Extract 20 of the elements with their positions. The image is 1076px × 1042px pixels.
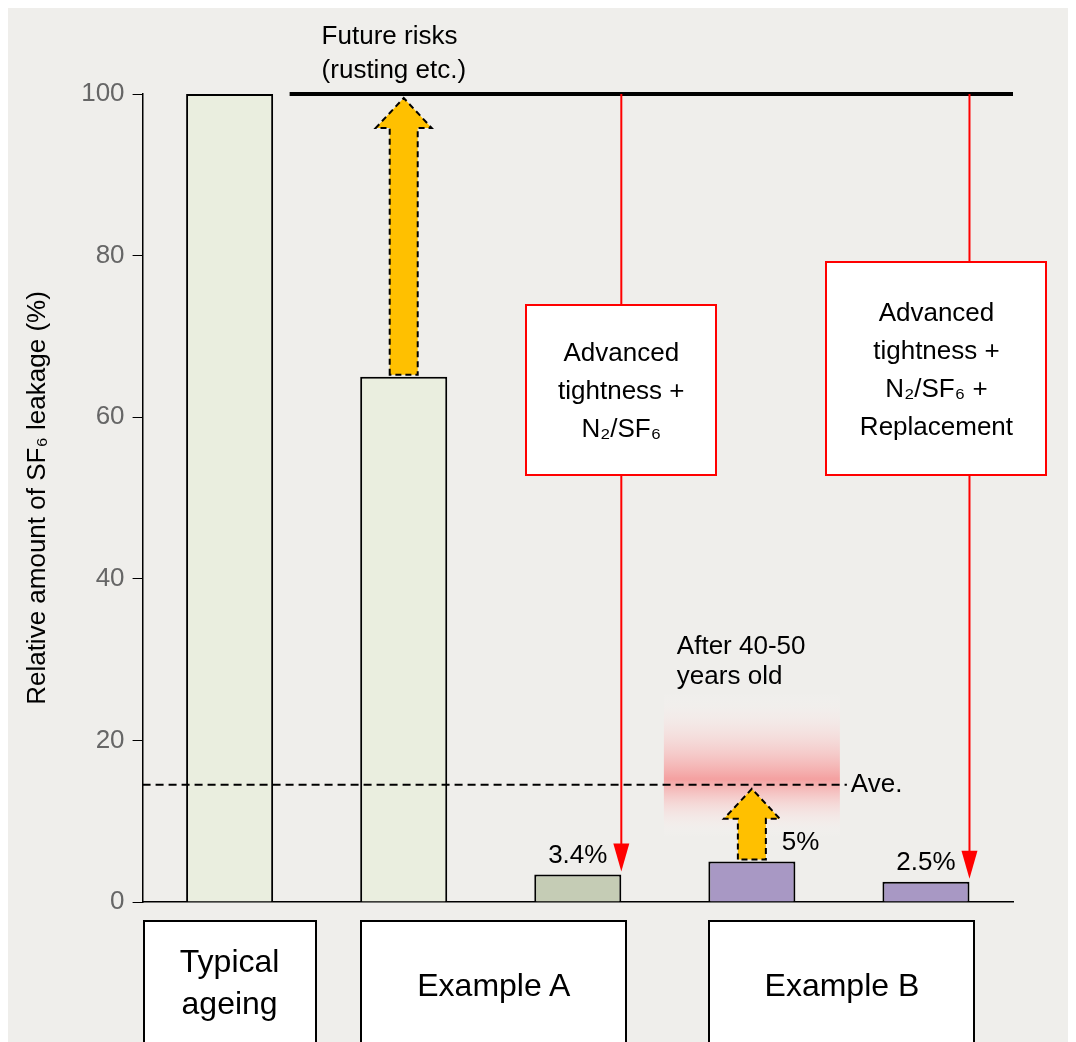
ref-line-label: Ave. <box>850 768 903 799</box>
annotation: Advanced tightness + N₂/SF₆ <box>557 336 686 446</box>
y-tick-label: 20 <box>95 723 125 754</box>
ref-line-label: Future risks (rusting etc.) <box>321 20 467 84</box>
data-label: 3.4% <box>548 838 608 869</box>
y-tick-label: 100 <box>81 77 125 108</box>
label-box: Example A <box>360 920 628 1042</box>
label-box: Typical ageing <box>142 920 317 1042</box>
y-tick-label: 60 <box>95 400 125 431</box>
y-axis-title: Relative amount of SF₆ leakage (%) <box>20 291 51 705</box>
label-box: Example B <box>708 920 976 1042</box>
y-tick-label: 40 <box>95 561 125 592</box>
annotation: Advanced tightness + N₂/SF₆ + Replacement <box>858 295 1015 443</box>
data-label: 5% <box>781 825 820 856</box>
callout-box: Advanced tightness + N₂/SF₆ <box>525 304 718 477</box>
y-tick-label: 80 <box>95 238 125 269</box>
y-tick-label: 0 <box>110 885 125 916</box>
band-label: After 40-50 years old <box>676 629 806 690</box>
data-label: 2.5% <box>896 845 956 876</box>
callout-box: Advanced tightness + N₂/SF₆ + Replacement <box>825 261 1048 477</box>
